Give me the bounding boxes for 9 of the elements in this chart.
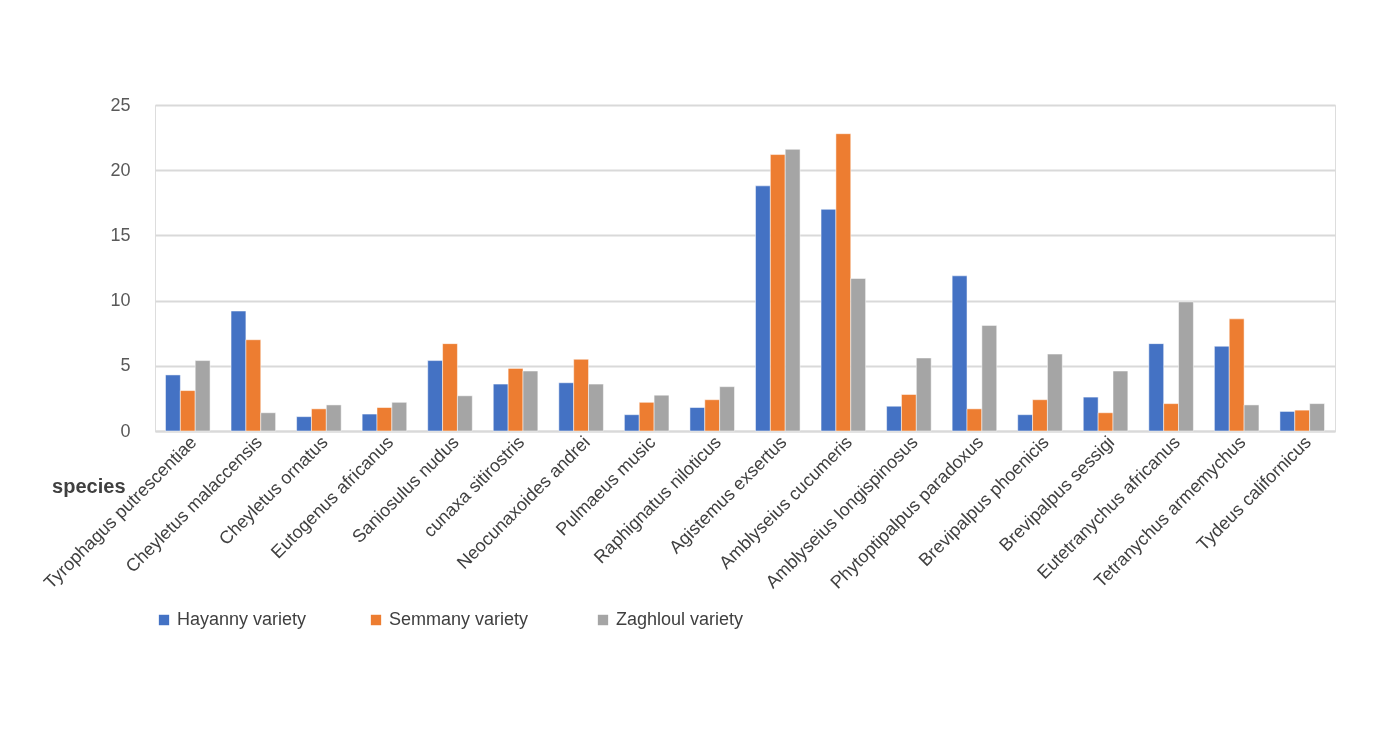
legend-label: Zaghloul variety bbox=[616, 609, 744, 629]
y-tick-label: 5 bbox=[120, 355, 131, 376]
legend-label: Semmany variety bbox=[389, 609, 529, 629]
y-tick-label: 15 bbox=[110, 224, 131, 245]
legend-label: Hayanny variety bbox=[177, 609, 307, 629]
y-tick-label: 0 bbox=[120, 420, 131, 441]
y-tick-label: 20 bbox=[110, 159, 131, 180]
y-tick-label: 25 bbox=[110, 94, 131, 115]
y-tick-label: 10 bbox=[110, 290, 131, 311]
